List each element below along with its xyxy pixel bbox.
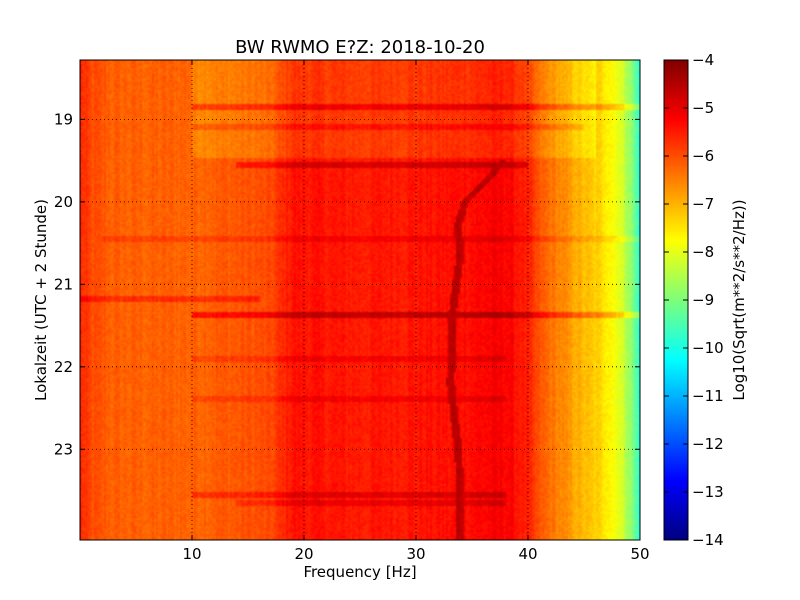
colorbar-tick-label: −8 [692, 243, 714, 261]
x-axis-ticks: 10 20 30 40 50 [182, 60, 650, 563]
y-axis-label: Lokalzeit (UTC + 2 Stunde) [32, 199, 50, 401]
y-axis-ticks: 19 20 21 22 23 [54, 110, 640, 458]
grid-lines [80, 60, 640, 540]
colorbar-tick-label: −6 [692, 147, 714, 165]
colorbar-label: Log10(Sqrt(m**2/s**2/Hz)) [730, 199, 748, 400]
colorbar-tick-label: −14 [692, 531, 724, 549]
colorbar-tick-label: −12 [692, 435, 724, 453]
x-tick-label: 30 [406, 545, 425, 563]
plot-frame [79, 59, 641, 541]
y-tick-label: 23 [54, 440, 73, 458]
chart-title: BW RWMO E?Z: 2018-10-20 [235, 37, 485, 58]
colorbar-tick-label: −9 [692, 291, 714, 309]
x-tick-label: 40 [518, 545, 537, 563]
x-tick-label: 50 [630, 545, 649, 563]
colorbar-ticks: −4 −5 −6 −7 −8 −9 −10 −11 −12 −13 −14 [664, 51, 724, 549]
colorbar-tick-label: −7 [692, 195, 714, 213]
x-tick-label: 20 [294, 545, 313, 563]
x-axis-label: Frequency [Hz] [303, 563, 416, 581]
colorbar-tick-label: −10 [692, 339, 724, 357]
y-tick-label: 22 [54, 358, 73, 376]
colorbar: −4 −5 −6 −7 −8 −9 −10 −11 −12 −13 −14 Log10(Sqrt(m… [663, 51, 748, 549]
colorbar-tick-label: −11 [692, 387, 724, 405]
colorbar-tick-label: −5 [692, 99, 714, 117]
spectrogram-heatmap [80, 60, 640, 540]
y-tick-label: 21 [54, 275, 73, 293]
plot-area: 10 20 30 40 50 19 20 21 22 23 [54, 59, 650, 563]
y-tick-label: 19 [54, 110, 73, 128]
y-tick-label: 20 [54, 193, 73, 211]
colorbar-tick-label: −13 [692, 483, 724, 501]
colorbar-tick-label: −4 [692, 51, 714, 69]
x-tick-label: 10 [182, 545, 201, 563]
